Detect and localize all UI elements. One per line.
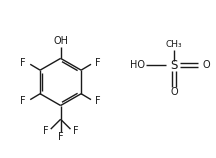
- Text: F: F: [20, 96, 26, 106]
- Text: CH₃: CH₃: [166, 40, 183, 49]
- Text: O: O: [170, 87, 178, 97]
- Text: F: F: [73, 126, 78, 136]
- Text: HO: HO: [130, 60, 145, 70]
- Text: O: O: [203, 60, 210, 70]
- Text: F: F: [95, 96, 101, 106]
- Text: F: F: [20, 58, 26, 68]
- Text: F: F: [58, 132, 64, 142]
- Text: F: F: [95, 58, 101, 68]
- Text: S: S: [170, 59, 178, 72]
- Text: OH: OH: [53, 36, 68, 46]
- Text: F: F: [43, 126, 49, 136]
